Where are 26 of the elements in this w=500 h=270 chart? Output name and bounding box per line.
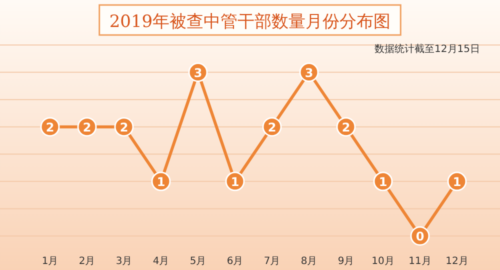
data-label: 2 [82, 120, 92, 134]
x-tick-label: 9月 [338, 256, 354, 267]
data-label: 0 [416, 230, 424, 244]
data-label: 3 [304, 66, 314, 80]
data-label: 2 [268, 120, 276, 134]
data-label: 2 [120, 120, 128, 134]
x-tick-label: 1月 [42, 256, 58, 267]
annotation: 数据统计截至12月15日 [374, 43, 480, 55]
data-label: 3 [194, 66, 202, 80]
data-label: 1 [156, 174, 166, 189]
chart-title: 2019年被查中管干部数量月份分布图 [109, 12, 391, 32]
data-label: 1 [230, 174, 240, 189]
x-tick-label: 12月 [446, 256, 468, 267]
x-tick-label: 6月 [226, 256, 244, 267]
data-label: 1 [378, 174, 388, 189]
x-tick-label: 7月 [264, 256, 280, 267]
x-tick-label: 5月 [190, 256, 206, 267]
x-tick-label: 2月 [78, 256, 96, 267]
x-tick-label: 4月 [152, 256, 170, 267]
data-label: 2 [46, 120, 54, 134]
x-tick-label: 10月 [372, 256, 394, 267]
data-label: 2 [342, 120, 350, 134]
x-tick-label: 8月 [300, 256, 318, 267]
x-tick-label: 3月 [116, 256, 132, 267]
x-tick-label: 11月 [408, 256, 432, 267]
data-label: 1 [452, 174, 462, 189]
